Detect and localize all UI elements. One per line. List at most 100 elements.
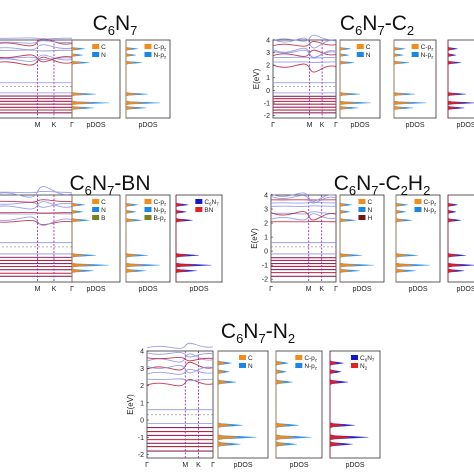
x-tick-label: K bbox=[320, 122, 325, 129]
legend-swatch bbox=[351, 355, 358, 360]
pdos-panel: pDOS C-pzN-pz bbox=[395, 194, 441, 293]
band-line bbox=[272, 56, 337, 59]
legend-label: N bbox=[366, 52, 371, 59]
legend-swatch bbox=[144, 199, 152, 204]
legend-label: B bbox=[101, 215, 105, 222]
pdos-curve bbox=[217, 351, 240, 458]
pdos-frame bbox=[71, 39, 121, 119]
x-tick-label: M bbox=[182, 462, 188, 469]
pdos-label: pDOS bbox=[456, 286, 474, 293]
legend-label: N2 bbox=[360, 363, 368, 371]
legend-swatch bbox=[411, 44, 419, 49]
legend-swatch bbox=[92, 199, 100, 204]
legend-label: N bbox=[101, 207, 106, 214]
pdos-panel: pDOS bbox=[447, 194, 474, 293]
y-tick-label: 3 bbox=[264, 207, 268, 214]
legend-label: C6N7 bbox=[204, 199, 219, 207]
band-frame bbox=[0, 39, 73, 119]
band-line bbox=[272, 61, 337, 63]
pdos-label: pDOS bbox=[189, 286, 208, 293]
x-tick-label: M bbox=[307, 122, 313, 129]
pdos-curve bbox=[175, 195, 196, 282]
legend-label: N-pz bbox=[153, 52, 166, 60]
legend-swatch bbox=[356, 52, 364, 57]
pdos-label: pDOS bbox=[138, 286, 157, 293]
band-line bbox=[270, 205, 337, 207]
band-line bbox=[270, 194, 337, 204]
y-tick-label: 2 bbox=[266, 63, 270, 70]
pdos-label: pDOS bbox=[352, 286, 371, 293]
band-line bbox=[270, 201, 337, 204]
pdos-curve bbox=[447, 40, 464, 118]
pdos-curve bbox=[339, 40, 357, 118]
legend-label: N bbox=[248, 363, 253, 370]
band-line bbox=[270, 211, 337, 215]
x-tick-label: Γ bbox=[70, 286, 74, 293]
y-tick-label: -2 bbox=[138, 452, 144, 459]
y-tick-label: 0 bbox=[266, 88, 270, 95]
legend-label: C-pz bbox=[153, 199, 166, 207]
y-tick-label: 0 bbox=[140, 418, 144, 425]
pdos-curve bbox=[447, 195, 464, 282]
band-line bbox=[146, 342, 214, 349]
pdos-panel: pDOS CN bbox=[339, 39, 381, 129]
legend-label: C bbox=[101, 199, 106, 206]
y-tick-label: 2 bbox=[140, 383, 144, 390]
pdos-label: pDOS bbox=[456, 122, 474, 129]
legend-label: BN bbox=[204, 207, 213, 214]
y-tick-label: 2 bbox=[264, 221, 268, 228]
band-line bbox=[0, 56, 73, 66]
y-tick-label: 1 bbox=[266, 75, 270, 82]
x-tick-label: Γ bbox=[269, 286, 273, 293]
x-tick-label: Γ bbox=[334, 286, 338, 293]
legend-swatch bbox=[195, 207, 203, 212]
band-line bbox=[0, 216, 73, 226]
y-tick-label: 3 bbox=[266, 50, 270, 57]
band-frame bbox=[0, 194, 73, 283]
band-line bbox=[146, 361, 214, 371]
legend-label: H bbox=[367, 215, 372, 222]
band-line bbox=[0, 211, 73, 214]
band-line bbox=[0, 40, 73, 44]
y-tick-label: -1 bbox=[262, 263, 268, 270]
legend-swatch bbox=[144, 52, 152, 57]
legend-swatch bbox=[414, 207, 422, 212]
panel-c6n7: ΓMKΓpDOSCNpDOSC-pzN-pz bbox=[0, 37, 171, 129]
legend-swatch bbox=[92, 207, 100, 212]
legend-label: C bbox=[366, 44, 371, 51]
pdos-frame bbox=[447, 194, 474, 283]
x-tick-label: Γ bbox=[211, 462, 215, 469]
pdos-curve bbox=[339, 195, 359, 282]
band-line bbox=[146, 351, 214, 358]
panel-title-c6n7bn: C6N7-BN bbox=[70, 172, 151, 198]
legend-swatch bbox=[239, 363, 246, 368]
pdos-curve bbox=[125, 40, 145, 118]
y-axis-label: E(eV) bbox=[252, 68, 261, 89]
band-line bbox=[146, 364, 214, 374]
pdos-label: pDOS bbox=[289, 462, 308, 469]
y-axis-label: E(eV) bbox=[250, 228, 259, 249]
band-line bbox=[146, 368, 214, 375]
pdos-curve bbox=[393, 40, 412, 118]
pdos-label: pDOS bbox=[86, 286, 105, 293]
legend-label: N bbox=[367, 207, 372, 214]
y-tick-label: 1 bbox=[264, 235, 268, 242]
pdos-panel: pDOS CNH bbox=[339, 194, 385, 293]
legend-label: C-pz bbox=[304, 355, 317, 363]
legend-label: C bbox=[367, 199, 372, 206]
y-tick-label: 0 bbox=[264, 249, 268, 256]
band-frame bbox=[146, 350, 214, 459]
legend-swatch bbox=[414, 199, 422, 204]
pdos-frame bbox=[447, 39, 474, 119]
pdos-label: pDOS bbox=[408, 286, 427, 293]
legend-swatch bbox=[92, 52, 100, 57]
legend-swatch bbox=[295, 363, 303, 368]
band-line bbox=[146, 356, 214, 362]
band-line bbox=[270, 211, 337, 221]
pdos-label: pDOS bbox=[233, 462, 252, 469]
panel-title-c6n7c2: C6N7-C2 bbox=[340, 12, 414, 38]
pdos-panel: pDOS CN bbox=[71, 39, 121, 129]
legend-label: N bbox=[101, 52, 106, 59]
